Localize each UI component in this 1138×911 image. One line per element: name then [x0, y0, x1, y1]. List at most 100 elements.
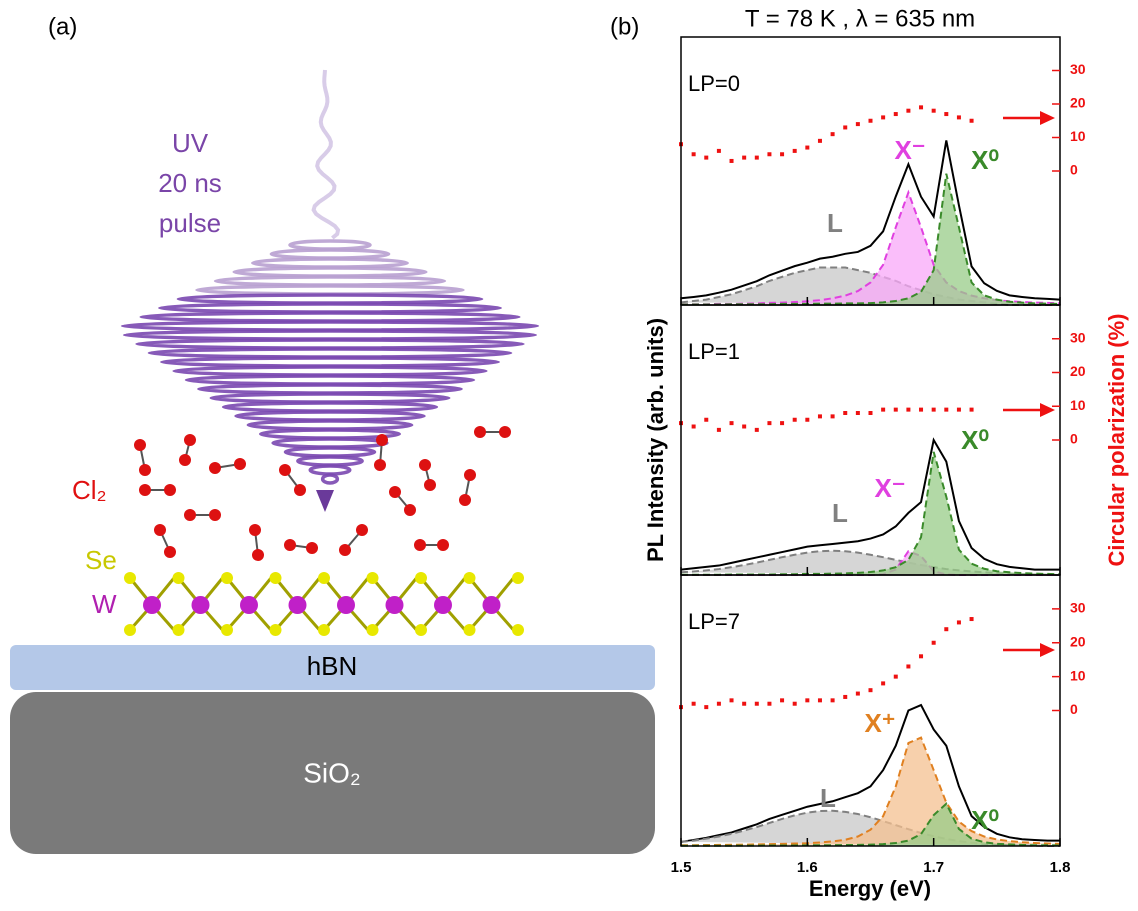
- polarization-point: [704, 705, 708, 709]
- pulse-ring: [253, 259, 407, 267]
- figure: (a) UV 20 ns pulse Cl₂ Se W hBN SiO₂ (b)…: [0, 0, 1138, 911]
- pulse-ring: [310, 466, 349, 474]
- polarization-point: [692, 702, 696, 706]
- polarization-point: [932, 641, 936, 645]
- atom-label: Se: [85, 545, 117, 575]
- w-atom: [434, 596, 452, 614]
- pulse-tail: [314, 70, 338, 238]
- polarization-point: [831, 698, 835, 702]
- polarization-point: [767, 702, 771, 706]
- polarization-point: [704, 156, 708, 160]
- polarization-point: [730, 159, 734, 163]
- peak-label: X⁺: [864, 708, 895, 738]
- uv-label: 20 ns: [158, 168, 222, 198]
- polarization-point: [957, 115, 961, 119]
- y2-tick-label: 0: [1070, 701, 1078, 717]
- cl-atom: [284, 539, 296, 551]
- polarization-point: [767, 421, 771, 425]
- polarization-point: [692, 152, 696, 156]
- polarization-point: [970, 119, 974, 123]
- y2-tick-label: 0: [1070, 431, 1078, 447]
- polarization-point: [755, 702, 759, 706]
- polarization-point: [704, 418, 708, 422]
- polarization-point: [856, 411, 860, 415]
- polarization-point: [793, 418, 797, 422]
- panel-label: LP=1: [688, 339, 740, 364]
- y-axis-label: PL Intensity (arb. units): [643, 318, 668, 562]
- cl-atom: [414, 539, 426, 551]
- pulse-ring: [149, 349, 510, 357]
- cl-atom: [339, 544, 351, 556]
- cl-atom: [499, 426, 511, 438]
- pulse-ring: [125, 331, 536, 339]
- x-tick-label: 1.6: [797, 859, 818, 876]
- polarization-point: [906, 664, 910, 668]
- peak-label: L: [820, 783, 836, 813]
- peak-label: X⁻: [874, 473, 905, 503]
- polarization-point: [843, 411, 847, 415]
- polarization-point: [881, 681, 885, 685]
- se-atom: [464, 572, 476, 584]
- pulse-ring: [224, 403, 437, 411]
- polarization-point: [818, 414, 822, 418]
- y2-tick-label: 0: [1070, 162, 1078, 178]
- atom-label: W: [92, 589, 117, 619]
- cl-atom: [474, 426, 486, 438]
- polarization-point: [856, 692, 860, 696]
- cl-atom: [356, 524, 368, 536]
- se-atom: [221, 572, 233, 584]
- pulse-ring: [286, 448, 375, 456]
- cl-atom: [209, 509, 221, 521]
- pulse-ring: [290, 241, 370, 249]
- cl-atom: [184, 509, 196, 521]
- cl-atom: [164, 546, 176, 558]
- polarization-point: [742, 156, 746, 160]
- polarization-point: [919, 105, 923, 109]
- polarization-point: [717, 428, 721, 432]
- y2-tick-label: 30: [1070, 61, 1086, 77]
- polarization-point: [970, 617, 974, 621]
- polarization-point: [793, 149, 797, 153]
- polarization-point: [894, 112, 898, 116]
- panel-label: (b): [610, 13, 639, 40]
- pulse-ring: [298, 457, 362, 465]
- se-atom: [124, 572, 136, 584]
- component-curve: [681, 738, 1060, 846]
- polarization-point: [919, 408, 923, 412]
- se-atom: [464, 624, 476, 636]
- axis-arrow-head: [1040, 643, 1055, 657]
- uv-label: pulse: [159, 208, 221, 238]
- polarization-point: [767, 152, 771, 156]
- y2-tick-label: 10: [1070, 128, 1086, 144]
- pulse-ring: [199, 385, 461, 393]
- polarization-point: [869, 119, 873, 123]
- cl-atom: [179, 454, 191, 466]
- polarization-point: [742, 425, 746, 429]
- axis-arrow-head: [1040, 403, 1055, 417]
- polarization-point: [944, 408, 948, 412]
- panel-b: (b) T = 78 K , λ = 635 nm Energy (eV) PL…: [610, 5, 1129, 900]
- cl-atom: [389, 486, 401, 498]
- panel-a: (a) UV 20 ns pulse Cl₂ Se W hBN SiO₂: [10, 13, 655, 854]
- peak-label: X⁰: [961, 425, 989, 455]
- polarization-point: [793, 702, 797, 706]
- panel-label: (a): [48, 13, 77, 40]
- layer-label: hBN: [307, 651, 358, 681]
- cl-atom: [234, 458, 246, 470]
- se-atom: [512, 624, 524, 636]
- page: (a) UV 20 ns pulse Cl₂ Se W hBN SiO₂ (b)…: [0, 0, 1138, 911]
- cl-atom: [249, 524, 261, 536]
- se-atom: [318, 572, 330, 584]
- polarization-point: [805, 418, 809, 422]
- figure-title: T = 78 K , λ = 635 nm: [745, 5, 975, 32]
- se-atom: [367, 624, 379, 636]
- pulse-ring: [323, 475, 338, 483]
- pulse-ring: [123, 322, 538, 330]
- polarization-point: [831, 414, 835, 418]
- se-atom: [367, 572, 379, 584]
- se-atom: [173, 572, 185, 584]
- polarization-point: [843, 695, 847, 699]
- peak-label: L: [827, 208, 843, 238]
- polarization-point: [869, 411, 873, 415]
- pulse-ring: [197, 286, 463, 294]
